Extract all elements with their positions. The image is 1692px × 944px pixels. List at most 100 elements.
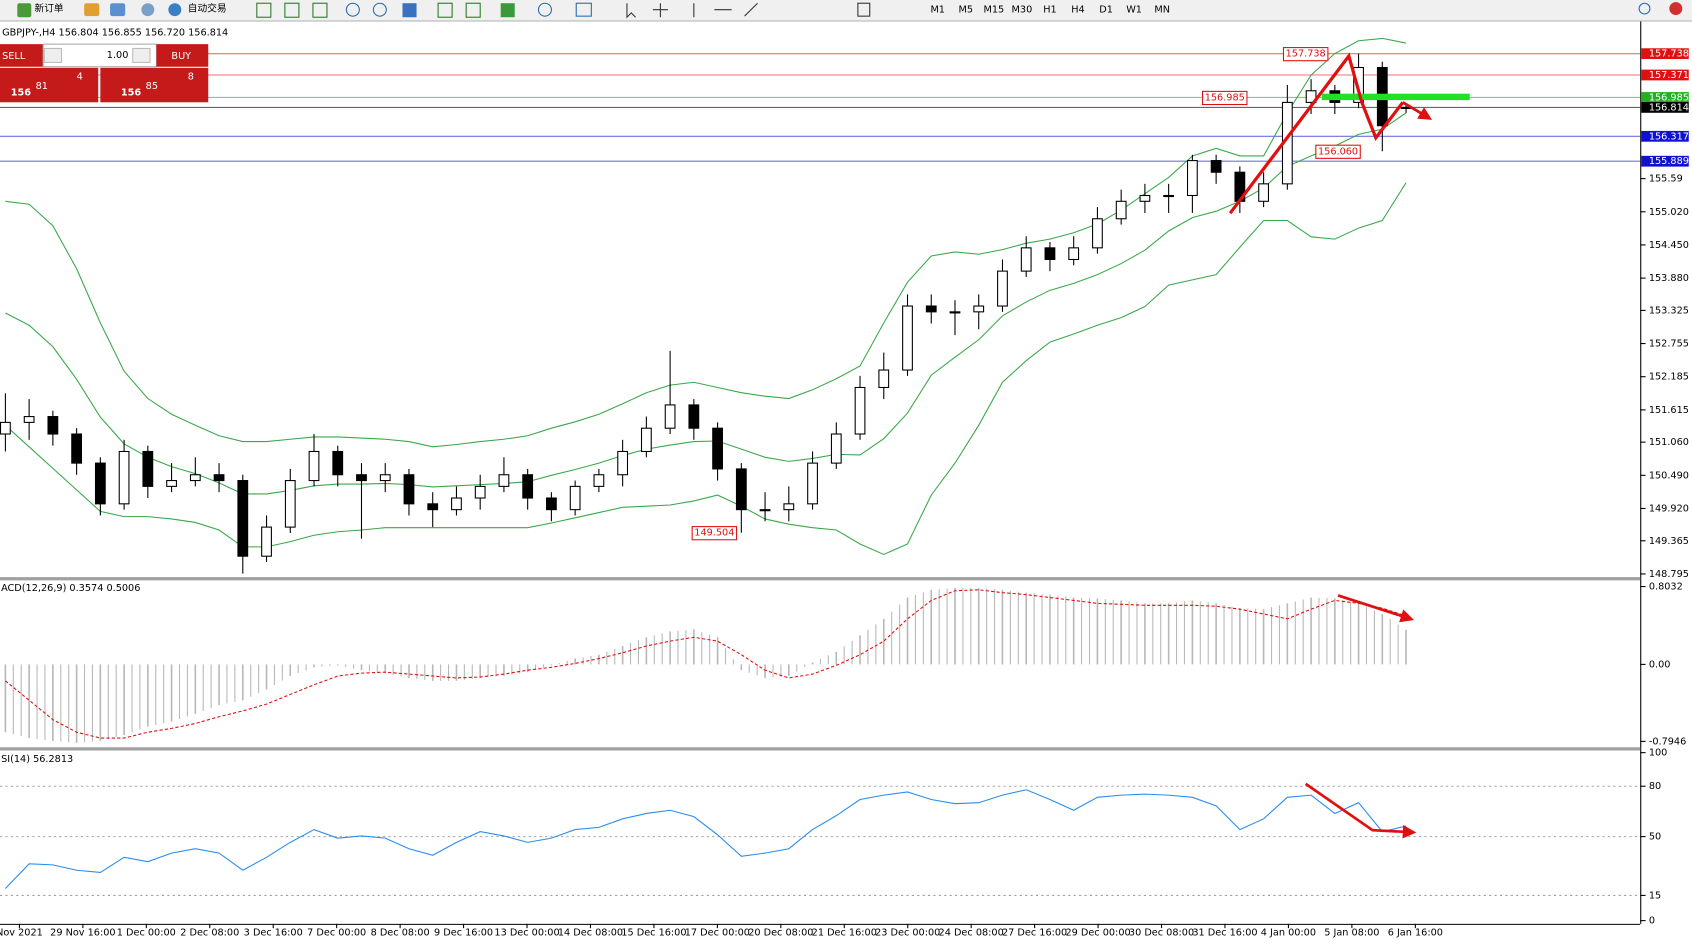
x-tick-label: 3 Dec 16:00 [244,927,303,938]
candle-body [712,427,723,470]
y-tick-label: 152.755 [1649,339,1689,350]
toolbar-icon[interactable] [110,3,126,17]
timeframe-button[interactable]: M30 [1012,5,1033,16]
x-tick-label: 14 Dec 08:00 [558,927,623,938]
text-tool[interactable] [857,2,871,17]
auto-trading-button[interactable]: 自动交易 [188,2,227,15]
candle-body [1186,160,1198,197]
annotation-box [1202,90,1248,106]
candle-body [237,480,249,557]
timeframe-button[interactable]: D1 [1099,5,1113,16]
panel-separator [0,577,1641,581]
x-tick-label: 5 Jan 08:00 [1324,927,1379,938]
candle-body [1163,194,1175,198]
symbol-header: GBPJPY-,H4 156.804 156.855 156.720 156.8… [2,27,228,38]
buy-price-main[interactable]: 85 [146,81,158,92]
new-order-icon[interactable] [17,3,32,18]
auto-trading-icon[interactable] [168,3,182,17]
sell-button[interactable] [0,44,44,67]
zoom-out[interactable] [372,2,387,17]
zoom-in[interactable] [345,2,360,17]
x-tick-label: Nov 2021 [0,927,43,938]
candle-body [830,433,842,464]
toolbar-icon[interactable] [141,3,155,17]
toolbar-icon[interactable] [575,2,592,17]
crosshair-tool[interactable] [652,3,668,18]
toolbar-icon[interactable] [284,2,300,18]
candle-body [664,404,676,429]
lot-increase[interactable] [132,47,151,63]
candle-body [1068,247,1080,261]
toolbar-icon[interactable] [537,2,552,17]
candle-body [569,485,581,511]
timeframe-button[interactable]: M15 [983,5,1004,16]
candle-body [474,485,486,499]
y-tick-label: 151.615 [1649,405,1689,416]
sell-price-fraction[interactable]: 4 [77,71,83,82]
cursor-tool[interactable] [626,3,636,19]
macd-label: ACD(12,26,9) 0.3574 0.5006 [1,583,140,594]
sell-label[interactable]: SELL [2,51,26,62]
toolbar-icon[interactable] [84,3,100,17]
price-level-label: 157.738 [1649,49,1689,60]
toolbar-icon[interactable] [500,3,515,18]
price-level-tag [1641,155,1689,167]
drawn-arrow [1402,101,1433,120]
sell-price-main[interactable]: 81 [36,81,48,92]
lot-decrease[interactable] [43,47,63,63]
drawn-arrow [1304,782,1417,839]
candle-body [617,450,629,476]
price-level-tag [1641,130,1689,142]
candle-body [688,404,700,429]
toolbar-icon[interactable] [256,2,272,18]
x-tick-label: 13 Dec 00:00 [494,927,559,938]
candle-body [1020,247,1032,272]
candle-body [403,474,415,505]
timeframe-button[interactable]: M1 [930,5,945,16]
candle-body [1210,160,1222,173]
toolbar-icon[interactable] [312,2,328,18]
candle-body [308,450,320,482]
candle-body [166,480,177,487]
line-tools[interactable] [693,2,758,18]
timeframe-button[interactable]: MN [1154,5,1170,16]
new-order-button[interactable]: 新订单 [35,2,64,15]
candle-body [854,386,866,435]
y-tick-label: 153.325 [1649,305,1689,316]
y-tick-label: 155.020 [1649,207,1689,218]
price-level-tag [1641,92,1689,103]
sell-price-box[interactable] [0,67,99,103]
price-annotation: 149.504 [694,528,734,539]
buy-price-box[interactable] [100,67,209,103]
toolbar-icon[interactable] [437,2,453,18]
sell-price-prefix[interactable]: 156 [11,88,32,99]
candle-body [94,462,106,505]
bollinger-upper [5,37,1407,448]
candle-body [189,474,201,482]
buy-button[interactable] [156,44,209,67]
candle-body [1092,218,1103,249]
buy-price-prefix[interactable]: 156 [121,88,142,99]
drawn-zone [1321,93,1470,101]
notifications[interactable] [1669,2,1683,16]
buy-price-fraction[interactable]: 8 [188,71,194,82]
candle-body [546,497,557,511]
timeframe-button[interactable]: H4 [1071,5,1084,16]
timeframe-button[interactable]: M5 [959,5,974,16]
timeframe-button[interactable]: W1 [1126,5,1142,16]
candle-body [1044,247,1056,261]
toolbar-icon[interactable] [465,2,481,18]
candle-body [356,474,367,482]
rsi-label: SI(14) 56.2813 [1,754,73,765]
search[interactable] [1638,2,1651,15]
candle-body [71,433,83,464]
candle-body [902,305,913,371]
toolbar-icon[interactable] [402,3,417,18]
annotation-box [1315,144,1361,159]
x-tick-label: 6 Jan 16:00 [1388,927,1443,938]
lot-value[interactable]: 1.00 [107,50,129,61]
timeframe-button[interactable]: H1 [1043,5,1056,16]
y-tick-label: 80 [1649,781,1661,792]
buy-label[interactable]: BUY [171,51,191,62]
